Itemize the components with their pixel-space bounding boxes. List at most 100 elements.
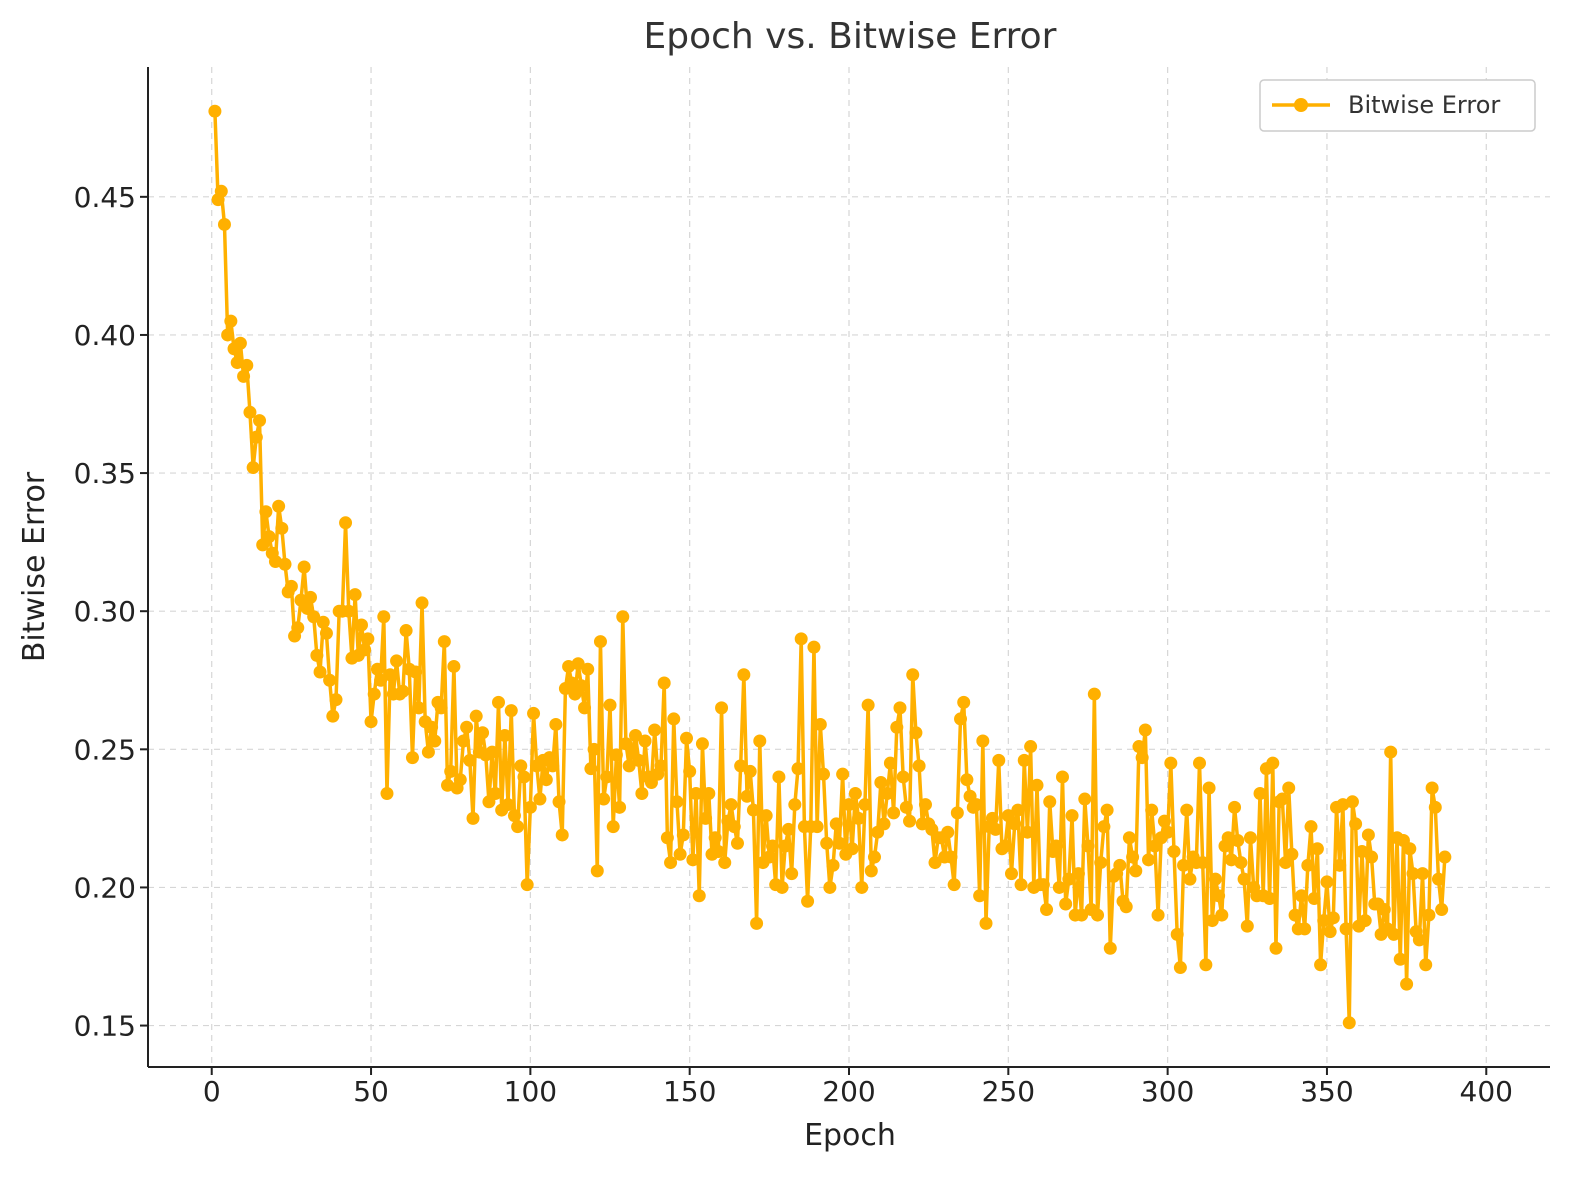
data-point	[297, 560, 311, 574]
data-point	[887, 806, 901, 820]
data-point	[275, 521, 289, 535]
data-point	[1228, 800, 1242, 814]
data-point	[1285, 847, 1299, 861]
data-point	[249, 430, 263, 444]
data-point	[1135, 751, 1149, 765]
data-point	[1055, 770, 1069, 784]
data-point	[456, 734, 470, 748]
data-point	[1301, 858, 1315, 872]
data-point	[240, 358, 254, 372]
data-point	[1008, 817, 1022, 831]
data-point	[313, 665, 327, 679]
data-point	[890, 720, 904, 734]
x-axis-label: Epoch	[804, 1118, 896, 1153]
data-point	[217, 217, 231, 231]
data-point	[836, 767, 850, 781]
data-point	[539, 773, 553, 787]
data-point	[603, 698, 617, 712]
data-point	[1419, 958, 1433, 972]
data-point	[734, 759, 748, 773]
data-point	[224, 314, 238, 328]
data-point	[1428, 800, 1442, 814]
y-tick-label: 0.30	[74, 595, 136, 628]
data-point	[208, 104, 222, 118]
data-point	[1416, 867, 1430, 881]
data-point	[597, 792, 611, 806]
data-point	[1345, 795, 1359, 809]
data-point	[1361, 828, 1375, 842]
data-point	[928, 856, 942, 870]
data-point	[319, 626, 333, 640]
data-point	[1358, 914, 1372, 928]
data-point	[1435, 903, 1449, 917]
data-point	[1438, 850, 1452, 864]
data-point	[899, 800, 913, 814]
data-point	[855, 880, 869, 894]
data-point	[826, 858, 840, 872]
data-point	[629, 729, 643, 743]
data-point	[852, 811, 866, 825]
data-point	[1275, 792, 1289, 806]
data-point	[1269, 941, 1283, 955]
data-point	[1065, 809, 1079, 823]
data-point	[469, 709, 483, 723]
data-point	[1263, 891, 1277, 905]
data-point	[587, 742, 601, 756]
data-point	[488, 787, 502, 801]
data-point	[912, 759, 926, 773]
data-point	[370, 662, 384, 676]
data-point	[1164, 756, 1178, 770]
data-point	[657, 676, 671, 690]
data-point	[944, 850, 958, 864]
data-point	[785, 867, 799, 881]
data-point	[1298, 922, 1312, 936]
data-point	[1237, 872, 1251, 886]
data-point	[310, 648, 324, 662]
data-point	[1342, 1016, 1356, 1030]
data-point	[1151, 908, 1165, 922]
data-point	[590, 864, 604, 878]
data-point	[367, 687, 381, 701]
data-point	[801, 894, 815, 908]
data-point	[1040, 903, 1054, 917]
data-point	[1320, 875, 1334, 889]
data-point	[243, 405, 257, 419]
data-point	[906, 668, 920, 682]
data-point	[498, 729, 512, 743]
data-point	[428, 734, 442, 748]
data-point	[670, 795, 684, 809]
data-point	[284, 579, 298, 593]
data-point	[667, 712, 681, 726]
data-point	[807, 640, 821, 654]
data-point	[992, 753, 1006, 767]
data-point	[1326, 911, 1340, 925]
data-point	[555, 828, 569, 842]
data-point	[813, 717, 827, 731]
data-point	[1142, 853, 1156, 867]
data-point	[1387, 927, 1401, 941]
data-point	[1431, 872, 1445, 886]
data-point	[660, 831, 674, 845]
x-tick-label: 200	[822, 1075, 875, 1108]
data-point	[1081, 839, 1095, 853]
data-point	[781, 822, 795, 836]
data-point	[676, 828, 690, 842]
data-point	[737, 668, 751, 682]
data-point	[380, 787, 394, 801]
data-point	[409, 665, 423, 679]
data-point	[1323, 925, 1337, 939]
data-point	[1036, 878, 1050, 892]
data-point	[533, 792, 547, 806]
data-point	[504, 704, 518, 718]
data-point	[552, 795, 566, 809]
data-point	[1005, 867, 1018, 881]
data-point	[766, 839, 780, 853]
data-point	[1170, 927, 1184, 941]
data-point	[307, 610, 321, 624]
data-point	[954, 712, 968, 726]
data-point	[1059, 897, 1073, 911]
data-point	[323, 673, 337, 687]
data-point	[848, 787, 862, 801]
data-point	[421, 745, 435, 759]
data-point	[708, 831, 722, 845]
